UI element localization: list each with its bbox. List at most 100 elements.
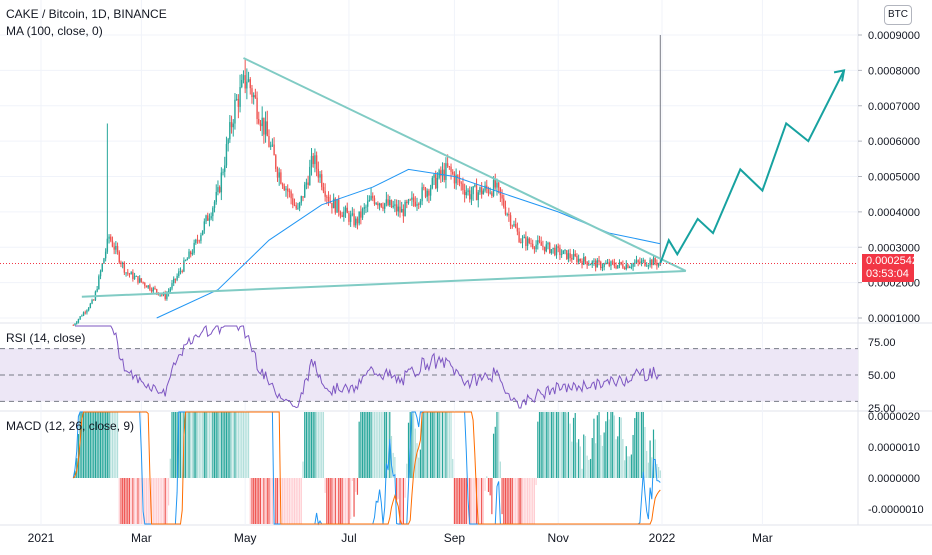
- candle-body: [154, 287, 156, 290]
- candle-body: [457, 175, 459, 178]
- candle-body: [173, 278, 175, 284]
- candle-body: [494, 179, 496, 188]
- candle-body: [606, 262, 609, 264]
- candle-body: [470, 194, 473, 200]
- macd-tick-label: -0.0000010: [868, 504, 924, 516]
- candle-body: [635, 260, 638, 263]
- candle-body: [241, 79, 243, 88]
- candle-body: [627, 264, 629, 268]
- x-tick-label: Mar: [752, 531, 773, 545]
- candle-body: [452, 171, 454, 174]
- candle-body: [615, 266, 617, 269]
- candle-body: [87, 307, 90, 311]
- candle-body: [591, 261, 593, 265]
- candle-body: [412, 197, 415, 202]
- candle-body: [625, 264, 627, 270]
- candle-body: [101, 263, 103, 272]
- rsi-line: [75, 325, 661, 409]
- rsi-tick-label: 75.00: [868, 337, 896, 349]
- candle-body: [286, 188, 289, 192]
- candle-body: [125, 272, 127, 274]
- candle-body: [295, 205, 297, 209]
- candle-body: [491, 192, 493, 196]
- macd-tick-label: 0.0000020: [868, 411, 920, 423]
- candle-body: [232, 123, 234, 128]
- candle-body: [564, 250, 566, 252]
- candle-body: [402, 208, 405, 217]
- candle-body: [486, 185, 488, 189]
- y-tick-label: 0.0006000: [868, 136, 920, 148]
- candle-body: [531, 243, 534, 248]
- candle-body: [300, 196, 303, 203]
- x-tick-label: Jul: [341, 531, 356, 545]
- candle-body: [533, 247, 536, 250]
- candle-body: [555, 246, 558, 256]
- candle-body: [76, 322, 78, 324]
- candle-body: [293, 204, 296, 206]
- candle-body: [423, 187, 425, 189]
- candle-body: [559, 247, 561, 256]
- ma-legend: MA (100, close, 0): [6, 24, 103, 38]
- candle-body: [191, 252, 194, 255]
- candle-body: [213, 201, 216, 208]
- candle-body: [567, 253, 570, 260]
- candle-body: [654, 258, 656, 263]
- candle-body: [489, 192, 491, 194]
- candle-body: [373, 198, 376, 204]
- x-tick-label: 2022: [649, 531, 676, 545]
- candle-body: [605, 263, 607, 265]
- candle-body: [581, 261, 583, 265]
- candle-body: [407, 199, 410, 204]
- candle-body: [351, 213, 354, 215]
- candle-body: [292, 198, 294, 205]
- candle-body: [480, 187, 483, 195]
- candle-body: [183, 260, 185, 272]
- candle-body: [353, 213, 355, 226]
- candle-body: [389, 200, 391, 206]
- candle-body: [628, 266, 631, 268]
- candle-body: [509, 215, 512, 226]
- candle-body: [96, 288, 98, 292]
- candle-body: [414, 201, 417, 206]
- candle-body: [424, 187, 427, 197]
- candle-body: [321, 174, 323, 188]
- candle-body: [383, 203, 386, 209]
- candle-body: [305, 182, 308, 185]
- candle-body: [523, 236, 525, 238]
- candle-body: [256, 97, 258, 119]
- candle-body: [508, 213, 510, 216]
- candle-body: [336, 199, 338, 213]
- candle-body: [550, 249, 553, 254]
- candle-body: [99, 271, 102, 277]
- candle-body: [137, 276, 139, 283]
- candle-body: [583, 256, 585, 265]
- candle-body: [610, 261, 612, 266]
- candle-body: [247, 79, 250, 82]
- x-tick-label: Mar: [131, 531, 152, 545]
- rsi-tick-label: 25.00: [868, 403, 896, 415]
- candle-body: [538, 240, 541, 243]
- x-tick-label: Sep: [444, 531, 466, 545]
- candle-body: [298, 202, 301, 208]
- candle-body: [338, 199, 340, 213]
- candle-body: [557, 246, 559, 248]
- candle-body: [385, 199, 388, 204]
- candle-body: [215, 191, 217, 202]
- candle-body: [560, 253, 563, 256]
- candle-body: [586, 261, 588, 266]
- candle-body: [397, 206, 399, 212]
- candle-body: [346, 207, 348, 214]
- bar-countdown: 03:53:04: [866, 268, 909, 280]
- currency-button[interactable]: BTC: [884, 5, 912, 25]
- candle-body: [469, 190, 471, 200]
- candle-body: [492, 179, 495, 196]
- candle-body: [593, 260, 595, 262]
- candle-body: [121, 262, 124, 265]
- candle-body: [339, 212, 342, 216]
- macd-tick-label: 0.0000000: [868, 473, 920, 485]
- candle-body: [467, 190, 469, 192]
- candle-body: [375, 203, 377, 205]
- candle-body: [496, 182, 498, 188]
